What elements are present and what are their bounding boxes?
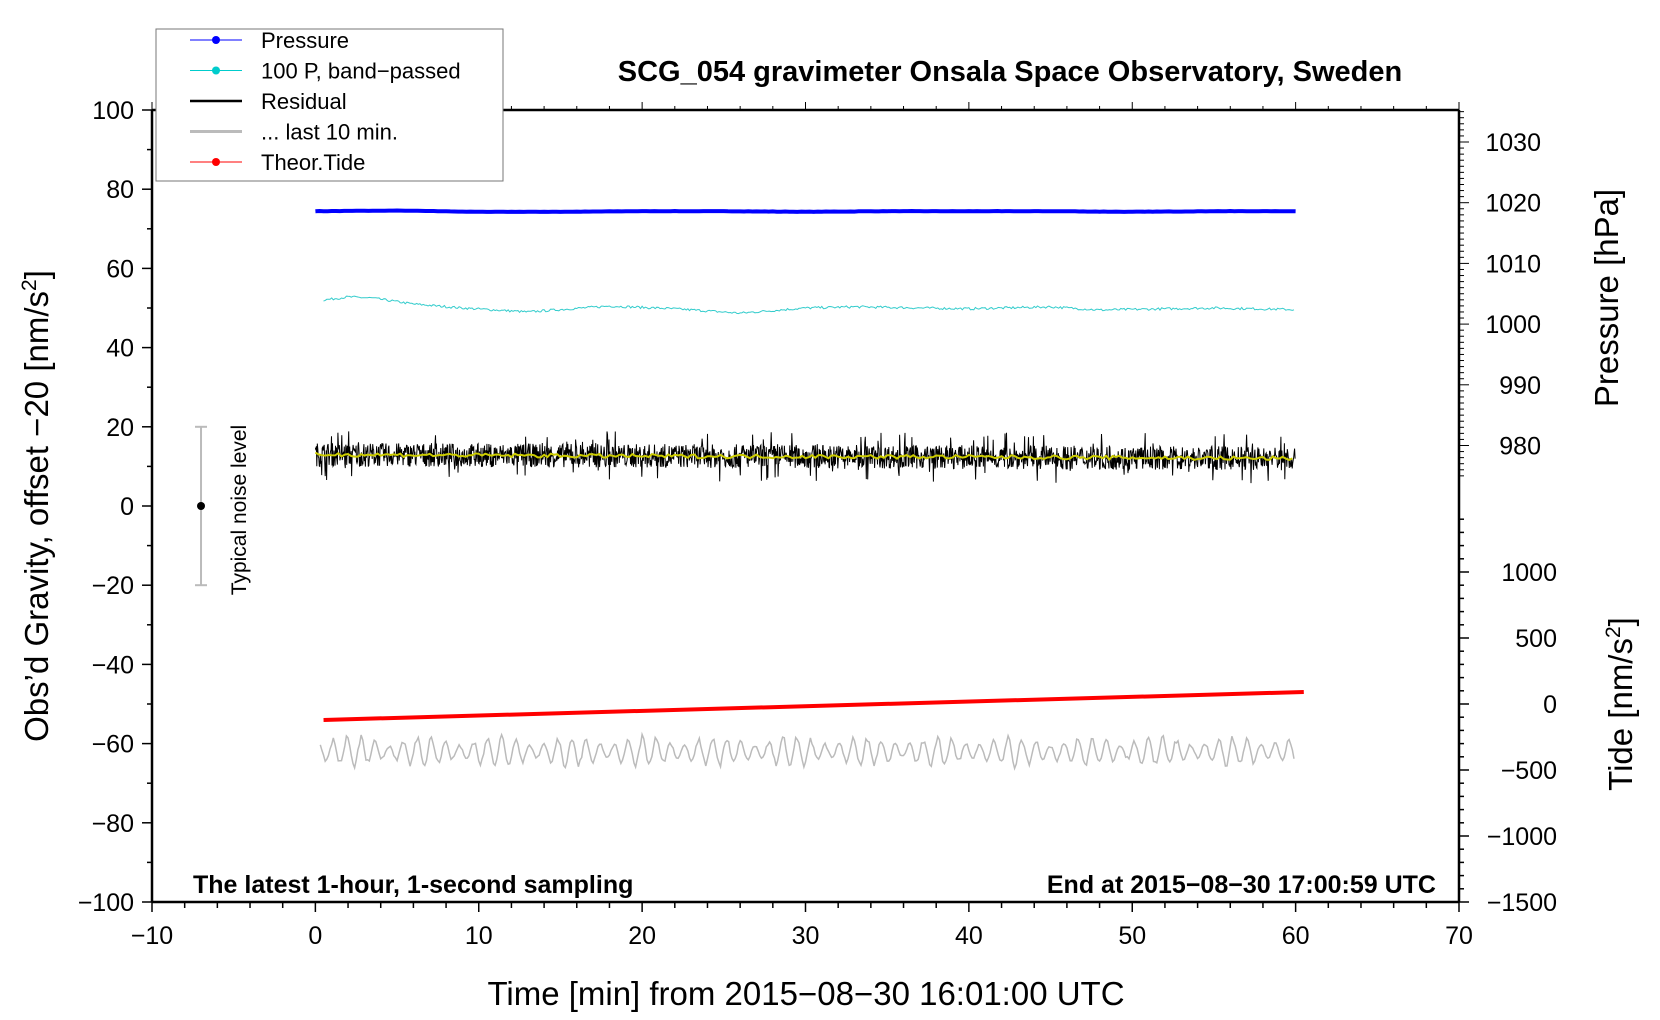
- y-tick-label: 0: [120, 493, 134, 521]
- x-tick-label: 40: [955, 922, 983, 950]
- legend-label: Theor.Tide: [261, 150, 365, 175]
- x-axis-label: Time [min] from 2015−08−30 16:01:00 UTC: [487, 975, 1124, 1012]
- y-tick-label: 40: [106, 335, 134, 363]
- series-band-passed: [323, 295, 1295, 315]
- legend-label: ... last 10 min.: [261, 120, 398, 145]
- series-pressure: [315, 208, 1296, 214]
- axes: −10 0 10 20 30 40 50 60 70100806040200−20−40−60−…: [78, 97, 1557, 950]
- legend-marker: [212, 66, 220, 75]
- y-axis-label: Obs’d Gravity, offset −20 [nm/s2]: [18, 270, 55, 742]
- y-tick-label: −60: [92, 731, 134, 759]
- pressure-tick-label: 980: [1499, 433, 1541, 461]
- x-tick-label: 20: [628, 922, 656, 950]
- annotation-right: End at 2015−08−30 17:00:59 UTC: [1047, 871, 1436, 899]
- x-tick-label: 60: [1282, 922, 1310, 950]
- legend-label: 100 P, band−passed: [261, 59, 461, 84]
- legend-label: Pressure: [261, 28, 349, 53]
- y-tick-label: −80: [92, 810, 134, 838]
- pressure-tick-label: 1000: [1485, 311, 1541, 339]
- legend: Pressure 100 P, band−passed Residual ... la…: [155, 28, 504, 182]
- series-last-10-min: [319, 731, 1295, 771]
- legend-box: [155, 28, 504, 182]
- pressure-axis-label: Pressure [hPa]: [1588, 189, 1625, 407]
- y-tick-label: 20: [106, 414, 134, 442]
- tide-tick-label: 1000: [1501, 559, 1557, 587]
- x-tick-label: 50: [1118, 922, 1146, 950]
- series-residual-mean: [314, 451, 1293, 461]
- x-tick-label: 10: [465, 922, 493, 950]
- x-tick-label: 30: [792, 922, 820, 950]
- pressure-tick-label: 1030: [1485, 129, 1541, 157]
- pressure-tick-label: 1010: [1485, 250, 1541, 278]
- tide-tick-label: 500: [1515, 625, 1557, 653]
- chart-title: SCG_054 gravimeter Onsala Space Observat…: [618, 56, 1402, 88]
- legend-marker: [212, 36, 220, 44]
- tide-tick-label: 0: [1543, 691, 1557, 719]
- x-tick-label: −10: [131, 922, 173, 950]
- y-tick-label: −20: [92, 572, 134, 600]
- noise-label: Typical noise level: [228, 425, 251, 595]
- tide-tick-label: −1000: [1487, 823, 1557, 851]
- legend-label: Residual: [261, 89, 347, 114]
- y-tick-label: 60: [106, 255, 134, 283]
- x-tick-label: 70: [1445, 922, 1473, 950]
- annotation-left: The latest 1-hour, 1-second sampling: [193, 871, 633, 899]
- noise-bar-center: [197, 502, 206, 510]
- y-tick-label: −40: [92, 651, 134, 679]
- pressure-tick-label: 990: [1499, 372, 1541, 400]
- x-tick-label: 0: [308, 922, 322, 950]
- tide-tick-label: −500: [1501, 757, 1557, 785]
- pressure-tick-label: 1020: [1485, 190, 1541, 218]
- y-tick-label: 100: [92, 97, 134, 125]
- plot-area: [195, 208, 1304, 771]
- series-theor-tide: [323, 689, 1304, 722]
- legend-marker: [212, 158, 220, 166]
- tide-axis-label: Tide [nm/s2]: [1602, 617, 1639, 791]
- y-tick-label: 80: [106, 176, 134, 204]
- tide-tick-label: −1500: [1487, 889, 1557, 917]
- y-tick-label: −100: [78, 889, 134, 917]
